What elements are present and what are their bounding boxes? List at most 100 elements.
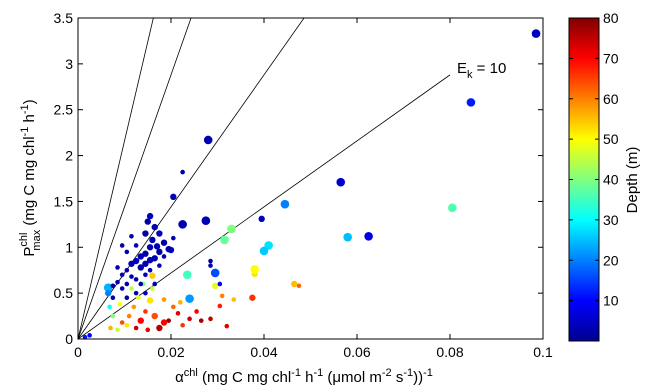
- data-point: [187, 316, 192, 322]
- colorbar: 10 20 30 40 50 60 70 80 Depth (m): [568, 10, 641, 342]
- data-point: [210, 268, 220, 278]
- data-point: [137, 317, 144, 324]
- data-point: [107, 304, 112, 310]
- ek-line-10: [78, 74, 451, 339]
- x-tick-label: 0.08: [436, 344, 463, 360]
- data-point: [133, 243, 139, 248]
- x-tick-label: 0: [74, 344, 82, 360]
- data-point: [152, 281, 158, 287]
- ek-label-value: = 10: [473, 60, 507, 77]
- data-point: [364, 231, 373, 241]
- data-point: [124, 249, 130, 255]
- y-tick-label: 2.5: [54, 102, 74, 118]
- y-tick-label: 1.5: [54, 193, 74, 209]
- x-tick-label: 0.06: [343, 344, 370, 360]
- data-point: [175, 311, 181, 316]
- axes-frame: [77, 17, 544, 340]
- data-point: [166, 318, 171, 323]
- data-point: [448, 203, 457, 213]
- data-point: [211, 282, 219, 290]
- data-point: [249, 294, 256, 301]
- data-point: [151, 223, 158, 231]
- data-point: [258, 215, 265, 223]
- y-title-text1: (mg C mg chl: [21, 136, 38, 229]
- colorbar-tick-label: 20: [603, 252, 619, 268]
- data-point: [343, 232, 353, 242]
- data-point: [129, 233, 134, 239]
- data-point: [157, 263, 162, 268]
- data-point: [143, 272, 148, 278]
- y-title-sup2: -1: [19, 104, 31, 114]
- y-tick-label: 0.5: [54, 285, 74, 301]
- y-title-text2: h: [21, 114, 38, 127]
- x-title-sup3: -2: [382, 367, 392, 379]
- x-title-sup2: -1: [313, 367, 323, 379]
- data-point: [178, 220, 187, 229]
- colorbar-tick-label: 80: [603, 10, 619, 26]
- data-point: [217, 281, 223, 287]
- data-point: [178, 300, 183, 305]
- data-point: [117, 301, 123, 307]
- data-point: [531, 29, 541, 38]
- data-point: [161, 297, 167, 302]
- data-point: [160, 319, 168, 326]
- x-title-sup4: -1: [403, 367, 413, 379]
- colorbar-gradient: [568, 17, 600, 342]
- data-point: [105, 289, 112, 297]
- data-point: [133, 290, 139, 296]
- data-point: [103, 283, 113, 292]
- colorbar-tick-label: 60: [603, 91, 619, 107]
- data-point: [82, 334, 88, 339]
- data-point: [149, 272, 156, 279]
- data-point: [146, 244, 154, 251]
- data-point: [466, 98, 476, 107]
- data-point: [160, 239, 168, 246]
- data-point: [208, 263, 213, 268]
- y-tick-label: 0: [65, 331, 73, 347]
- data-point: [137, 264, 144, 271]
- data-point: [220, 235, 229, 245]
- data-point: [203, 135, 213, 145]
- data-point: [151, 255, 158, 262]
- ek-line-40: [78, 18, 192, 339]
- data-point: [119, 272, 125, 278]
- x-title-text5: )): [413, 369, 423, 386]
- data-point: [132, 257, 140, 265]
- data-point: [153, 243, 161, 250]
- y-tick-label: 3.5: [54, 10, 74, 26]
- x-title-text3: (μmol m: [323, 369, 382, 386]
- data-point: [115, 265, 120, 270]
- data-point: [217, 303, 223, 309]
- data-point: [124, 295, 130, 301]
- data-point: [151, 312, 158, 320]
- data-point: [133, 325, 139, 331]
- data-point: [250, 264, 259, 274]
- data-point: [149, 236, 156, 244]
- data-point: [165, 245, 172, 253]
- data-point: [136, 295, 141, 301]
- x-title-sup1: -1: [291, 367, 301, 379]
- y-tick-label: 2: [65, 148, 73, 164]
- y-tick-label: 1: [65, 239, 73, 255]
- data-point: [143, 290, 148, 296]
- data-point: [142, 250, 149, 257]
- data-point: [291, 280, 298, 288]
- data-point: [137, 253, 144, 260]
- data-point: [182, 270, 192, 280]
- colorbar-tick-label: 50: [603, 131, 619, 147]
- ek-reference-lines: [78, 18, 451, 339]
- data-point: [119, 243, 125, 248]
- colorbar-label: Depth (m): [624, 147, 641, 214]
- y-title-p-sub: max: [31, 229, 43, 250]
- data-point: [87, 333, 92, 338]
- data-point: [124, 322, 130, 328]
- data-point: [108, 325, 113, 331]
- x-title-alpha-sup: chl: [184, 367, 198, 379]
- data-point: [119, 320, 125, 325]
- data-point: [115, 279, 120, 285]
- data-point: [131, 304, 137, 310]
- colorbar-tick-label: 10: [603, 293, 619, 309]
- y-title-text3: ): [21, 99, 38, 104]
- data-point: [185, 294, 194, 303]
